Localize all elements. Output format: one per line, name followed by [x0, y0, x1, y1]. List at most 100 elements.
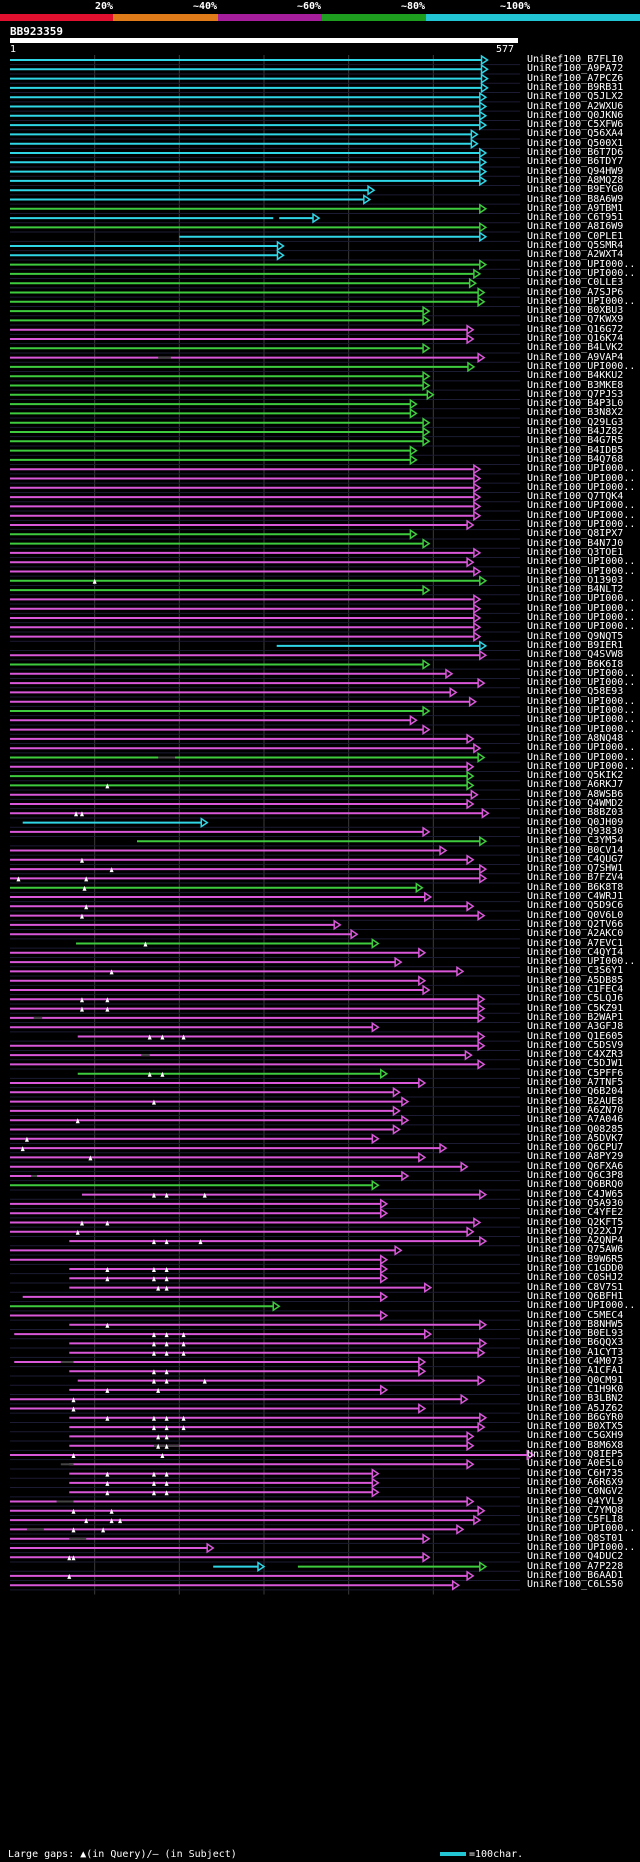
hit-label[interactable]: UniRef100_A6ZN70	[527, 1104, 624, 1116]
hit-label[interactable]: UniRef100_UPI000..	[527, 1523, 636, 1535]
hit-label[interactable]: UniRef100_UPI000..	[527, 723, 636, 735]
hit-label[interactable]: UniRef100_UPI000..	[527, 602, 636, 614]
hit-label[interactable]: UniRef100_Q500X1	[527, 137, 624, 149]
hit-label[interactable]: UniRef100_C5GXH9	[527, 1430, 624, 1442]
hit-label[interactable]: UniRef100_Q6B204	[527, 1086, 624, 1098]
hit-label[interactable]: UniRef100_A2QNP4	[527, 1235, 624, 1247]
hit-label[interactable]: UniRef100_C0LLE3	[527, 277, 624, 289]
hit-label[interactable]: UniRef100_UPI000..	[527, 677, 636, 689]
hit-label[interactable]: UniRef100_A2WXU6	[527, 100, 624, 112]
hit-label[interactable]: UniRef100_Q4WMD2	[527, 798, 624, 809]
hit-label[interactable]: UniRef100_Q1E605	[527, 1030, 624, 1042]
hit-label[interactable]: UniRef100_UPI000..	[527, 612, 636, 623]
hit-label[interactable]: UniRef100_A5DB85	[527, 974, 624, 986]
hit-label[interactable]: UniRef100_Q5SMR4	[527, 240, 624, 251]
hit-label[interactable]: UniRef100_Q5D9C6	[527, 900, 624, 912]
hit-label[interactable]: UniRef100_Q7PJS3	[527, 388, 624, 400]
hit-label[interactable]: UniRef100_C5FLI8	[527, 1514, 624, 1526]
hit-label[interactable]: UniRef100_B4KKU2	[527, 370, 624, 382]
hit-label[interactable]: UniRef100_UPI000..	[527, 695, 636, 707]
hit-label[interactable]: UniRef100_Q7TQK4	[527, 491, 624, 503]
hit-label[interactable]: UniRef100_A5DVK7	[527, 1132, 624, 1144]
hit-label[interactable]: UniRef100_Q2KFT5	[527, 1216, 624, 1228]
hit-label[interactable]: UniRef100_Q2TV66	[527, 918, 624, 930]
hit-label[interactable]: UniRef100_B8BZ03	[527, 807, 624, 819]
hit-label[interactable]: UniRef100_C5KZ91	[527, 1002, 624, 1014]
hit-label[interactable]: UniRef100_B3MKE8	[527, 379, 624, 391]
hit-label[interactable]: UniRef100_UPI000..	[527, 1300, 636, 1312]
hit-label[interactable]: UniRef100_C8V7S1	[527, 1281, 624, 1293]
hit-label[interactable]: UniRef100_B0XTX5	[527, 1421, 624, 1433]
hit-label[interactable]: UniRef100_UPI000..	[527, 565, 636, 577]
hit-label[interactable]: UniRef100_Q6FXA6	[527, 1160, 624, 1172]
hit-label[interactable]: UniRef100_A7SJP6	[527, 286, 624, 298]
hit-label[interactable]: UniRef100_B4IDB5	[527, 444, 624, 456]
hit-label[interactable]: UniRef100_B9IER1	[527, 639, 624, 651]
hit-label[interactable]: UniRef100_B8A6W9	[527, 193, 624, 205]
hit-label[interactable]: UniRef100_C4QUG7	[527, 853, 624, 865]
hit-label[interactable]: UniRef100_Q3TOE1	[527, 546, 624, 558]
hit-label[interactable]: UniRef100_C5DSV9	[527, 1039, 624, 1051]
hit-label[interactable]: UniRef100_Q6CPU7	[527, 1142, 624, 1154]
hit-label[interactable]: UniRef100_Q22XJ7	[527, 1225, 624, 1237]
hit-label[interactable]: UniRef100_UPI000..	[527, 621, 636, 633]
hit-label[interactable]: UniRef100_Q4DUC2	[527, 1551, 624, 1563]
hit-label[interactable]: UniRef100_A6RKJ7	[527, 779, 624, 791]
hit-label[interactable]: UniRef100_C6T951	[527, 212, 624, 224]
hit-label[interactable]: UniRef100_Q6BRQ0	[527, 1179, 624, 1191]
hit-label[interactable]: UniRef100_O13903	[527, 574, 624, 586]
hit-label[interactable]: UniRef100_UPI000..	[527, 760, 636, 772]
hit-label[interactable]: UniRef100_B7FZV4	[527, 872, 624, 884]
hit-label[interactable]: UniRef100_B9EYG0	[527, 184, 624, 196]
hit-label[interactable]: UniRef100_A2AKC0	[527, 928, 624, 940]
hit-label[interactable]: UniRef100_UPI000..	[527, 295, 636, 307]
hit-label[interactable]: UniRef100_C3S6Y1	[527, 965, 624, 977]
hit-label[interactable]: UniRef100_C4YFE2	[527, 1207, 624, 1219]
hit-label[interactable]: UniRef100_C4M073	[527, 1356, 624, 1367]
hit-label[interactable]: UniRef100_A9TBM1	[527, 202, 624, 214]
hit-label[interactable]: UniRef100_A8PY29	[527, 1151, 624, 1163]
hit-label[interactable]: UniRef100_A8WSB6	[527, 788, 624, 800]
hit-label[interactable]: UniRef100_Q58E93	[527, 686, 624, 698]
hit-label[interactable]: UniRef100_Q0V6L0	[527, 909, 624, 921]
hit-label[interactable]: UniRef100_C4QYI4	[527, 946, 624, 958]
hit-label[interactable]: UniRef100_A9VAP4	[527, 351, 624, 363]
hit-label[interactable]: UniRef100_A1CYT3	[527, 1346, 624, 1358]
hit-label[interactable]: UniRef100_UPI000..	[527, 472, 636, 484]
hit-label[interactable]: UniRef100_C5PFF6	[527, 1067, 624, 1079]
hit-label[interactable]: UniRef100_A3GFJ8	[527, 1021, 624, 1033]
hit-label[interactable]: UniRef100_B4N7J0	[527, 537, 624, 549]
hit-label[interactable]: UniRef100_A0E5L0	[527, 1458, 624, 1470]
hit-label[interactable]: UniRef100_A6R6X9	[527, 1476, 624, 1488]
hit-label[interactable]: UniRef100_UPI000..	[527, 593, 636, 605]
hit-label[interactable]: UniRef100_UPI000..	[527, 267, 636, 279]
hit-label[interactable]: UniRef100_UPI000..	[527, 751, 636, 763]
hit-label[interactable]: UniRef100_Q8IPX7	[527, 528, 624, 540]
hit-label[interactable]: UniRef100_B0XBU3	[527, 305, 624, 317]
hit-label[interactable]: UniRef100_B4P3L0	[527, 398, 624, 410]
hit-label[interactable]: UniRef100_C4JW65	[527, 1188, 624, 1200]
hit-label[interactable]: UniRef100_Q29LG3	[527, 416, 624, 428]
hit-label[interactable]: UniRef100_Q8IEP5	[527, 1449, 624, 1460]
hit-label[interactable]: UniRef100_B2WAP1	[527, 1011, 624, 1023]
hit-label[interactable]: UniRef100_Q93830	[527, 825, 624, 837]
hit-label[interactable]: UniRef100_B4Q768	[527, 453, 624, 465]
hit-label[interactable]: UniRef100_UPI000..	[527, 667, 636, 679]
hit-label[interactable]: UniRef100_B6K6I8	[527, 658, 624, 670]
hit-label[interactable]: UniRef100_Q4YVL9	[527, 1495, 624, 1507]
hit-label[interactable]: UniRef100_B2AUE8	[527, 1095, 624, 1107]
hit-label[interactable]: UniRef100_UPI000..	[527, 463, 636, 475]
hit-label[interactable]: UniRef100_B6GYR0	[527, 1411, 624, 1423]
hit-label[interactable]: UniRef100_Q08285	[527, 1123, 624, 1135]
hit-label[interactable]: UniRef100_Q16G72	[527, 323, 624, 335]
hit-label[interactable]: UniRef100_A7A046	[527, 1114, 624, 1126]
hit-label[interactable]: UniRef100_Q0JKN6	[527, 109, 624, 121]
hit-label[interactable]: UniRef100_Q7KWX9	[527, 314, 624, 326]
hit-label[interactable]: UniRef100_Q4SVW8	[527, 649, 624, 661]
hit-label[interactable]: UniRef100_B8M6X8	[527, 1439, 624, 1451]
hit-label[interactable]: UniRef100_UPI000..	[527, 519, 636, 530]
hit-label[interactable]: UniRef100_C5LQJ6	[527, 993, 624, 1005]
hit-label[interactable]: UniRef100_A7P228	[527, 1560, 624, 1572]
hit-label[interactable]: UniRef100_B7FLI0	[527, 54, 624, 65]
hit-label[interactable]: UniRef100_Q5JLX2	[527, 91, 624, 103]
